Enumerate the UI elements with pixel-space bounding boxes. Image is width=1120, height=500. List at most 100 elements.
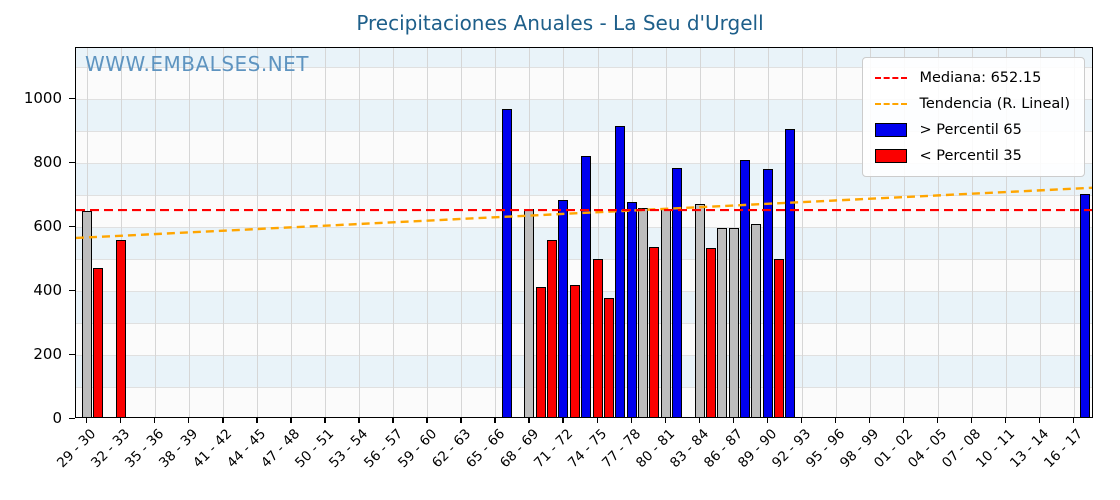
x-tick-mark — [698, 418, 701, 423]
bar-86-87 — [728, 228, 739, 417]
bar-91-92 — [785, 129, 796, 417]
bar-17-18 — [1080, 194, 1091, 417]
v-gridline — [257, 48, 259, 417]
legend-item-median: Mediana: 652.15 — [875, 65, 1070, 91]
bar-80-81 — [660, 209, 671, 417]
x-tick-mark — [800, 418, 803, 423]
x-tick-mark — [256, 418, 258, 423]
x-tick-mark — [1073, 418, 1075, 423]
x-tick-mark — [1038, 418, 1041, 423]
x-tick-mark — [664, 418, 666, 423]
v-gridline — [427, 48, 429, 417]
bar-32-33 — [116, 240, 127, 417]
background-stripe — [76, 48, 1092, 67]
y-tick-mark — [69, 225, 75, 228]
bar-74-75 — [592, 258, 603, 417]
bar-79-80 — [649, 246, 660, 417]
bar-71-72 — [558, 199, 569, 417]
x-tick-mark — [766, 418, 769, 423]
x-tick-mark — [596, 418, 598, 423]
y-tick-label: 0 — [52, 409, 62, 427]
h-gridline — [76, 66, 1092, 68]
x-tick-mark — [324, 418, 326, 423]
legend-label-median: Mediana: 652.15 — [919, 70, 1042, 86]
h-gridline — [76, 130, 1092, 132]
legend-item-percentil35: < Percentil 35 — [875, 143, 1070, 169]
x-tick-mark — [902, 418, 905, 423]
v-gridline — [291, 48, 293, 417]
x-tick-mark — [120, 418, 122, 423]
legend: Mediana: 652.15 Tendencia (R. Lineal) > … — [862, 57, 1085, 177]
v-gridline — [325, 48, 327, 417]
bar-87-88 — [740, 159, 750, 417]
x-tick-mark — [460, 418, 462, 423]
y-tick-mark — [69, 353, 75, 356]
legend-label-percentil35: < Percentil 35 — [919, 148, 1022, 164]
v-gridline — [155, 48, 157, 417]
median-dash-swatch — [875, 77, 908, 79]
bar-29-30 — [82, 210, 92, 417]
y-tick-label: 1000 — [23, 88, 62, 107]
x-tick-mark — [222, 418, 224, 423]
v-gridline — [359, 48, 361, 417]
v-gridline — [189, 48, 191, 417]
x-tick-mark — [868, 418, 871, 423]
x-tick-mark — [426, 418, 428, 423]
bar-84-85 — [705, 247, 716, 417]
legend-item-trend: Tendencia (R. Lineal) — [875, 91, 1070, 117]
bar-73-74 — [581, 156, 592, 417]
x-tick-mark — [188, 418, 190, 423]
v-gridline — [393, 48, 395, 417]
x-tick-mark — [392, 418, 394, 423]
y-tick-mark — [69, 289, 75, 292]
bar-70-71 — [547, 239, 558, 417]
x-tick-mark — [562, 418, 564, 423]
h-gridline — [76, 98, 1092, 100]
bar-85-86 — [717, 228, 728, 417]
legend-item-percentil65: > Percentil 65 — [875, 117, 1070, 143]
bar-78-79 — [637, 208, 648, 417]
y-tick-label: 400 — [33, 280, 62, 299]
percentil65-swatch — [875, 123, 908, 137]
y-tick-label: 200 — [33, 344, 62, 363]
bar-89-90 — [762, 169, 773, 417]
y-tick-mark — [69, 161, 75, 164]
v-gridline — [461, 48, 463, 417]
bar-81-82 — [671, 167, 682, 417]
bar-90-91 — [774, 258, 785, 417]
bar-72-73 — [569, 285, 580, 417]
x-tick-mark — [630, 418, 632, 423]
x-tick-mark — [936, 418, 939, 423]
y-tick-label: 600 — [33, 216, 62, 235]
x-tick-mark — [86, 418, 88, 423]
x-tick-mark — [834, 418, 837, 423]
percentil35-swatch — [875, 149, 908, 163]
x-tick-mark — [154, 418, 156, 423]
bar-77-78 — [626, 202, 637, 417]
x-tick-mark — [358, 418, 360, 423]
trend-dash-swatch — [875, 103, 908, 105]
watermark: WWW.EMBALSES.NET — [85, 52, 310, 76]
legend-label-trend: Tendencia (R. Lineal) — [919, 96, 1070, 112]
x-tick-mark — [290, 418, 292, 423]
bar-69-70 — [535, 286, 546, 417]
x-tick-mark — [1004, 418, 1007, 423]
bar-88-89 — [751, 224, 762, 417]
legend-label-percentil65: > Percentil 65 — [919, 122, 1022, 138]
bar-83-84 — [694, 204, 705, 417]
bar-68-69 — [524, 209, 535, 417]
x-tick-mark — [494, 418, 496, 423]
bar-30-31 — [93, 268, 104, 417]
v-gridline — [495, 48, 497, 417]
x-tick-mark — [970, 418, 973, 423]
v-gridline — [223, 48, 225, 417]
bar-76-77 — [615, 126, 626, 417]
x-tick-mark — [732, 418, 735, 423]
y-tick-label: 800 — [33, 152, 62, 171]
v-gridline — [835, 48, 837, 417]
y-tick-mark — [69, 418, 75, 420]
plot-area: WWW.EMBALSES.NET Mediana: 652.15 Tendenc… — [75, 47, 1093, 418]
x-tick-mark — [528, 418, 530, 423]
bar-66-67 — [501, 109, 512, 417]
